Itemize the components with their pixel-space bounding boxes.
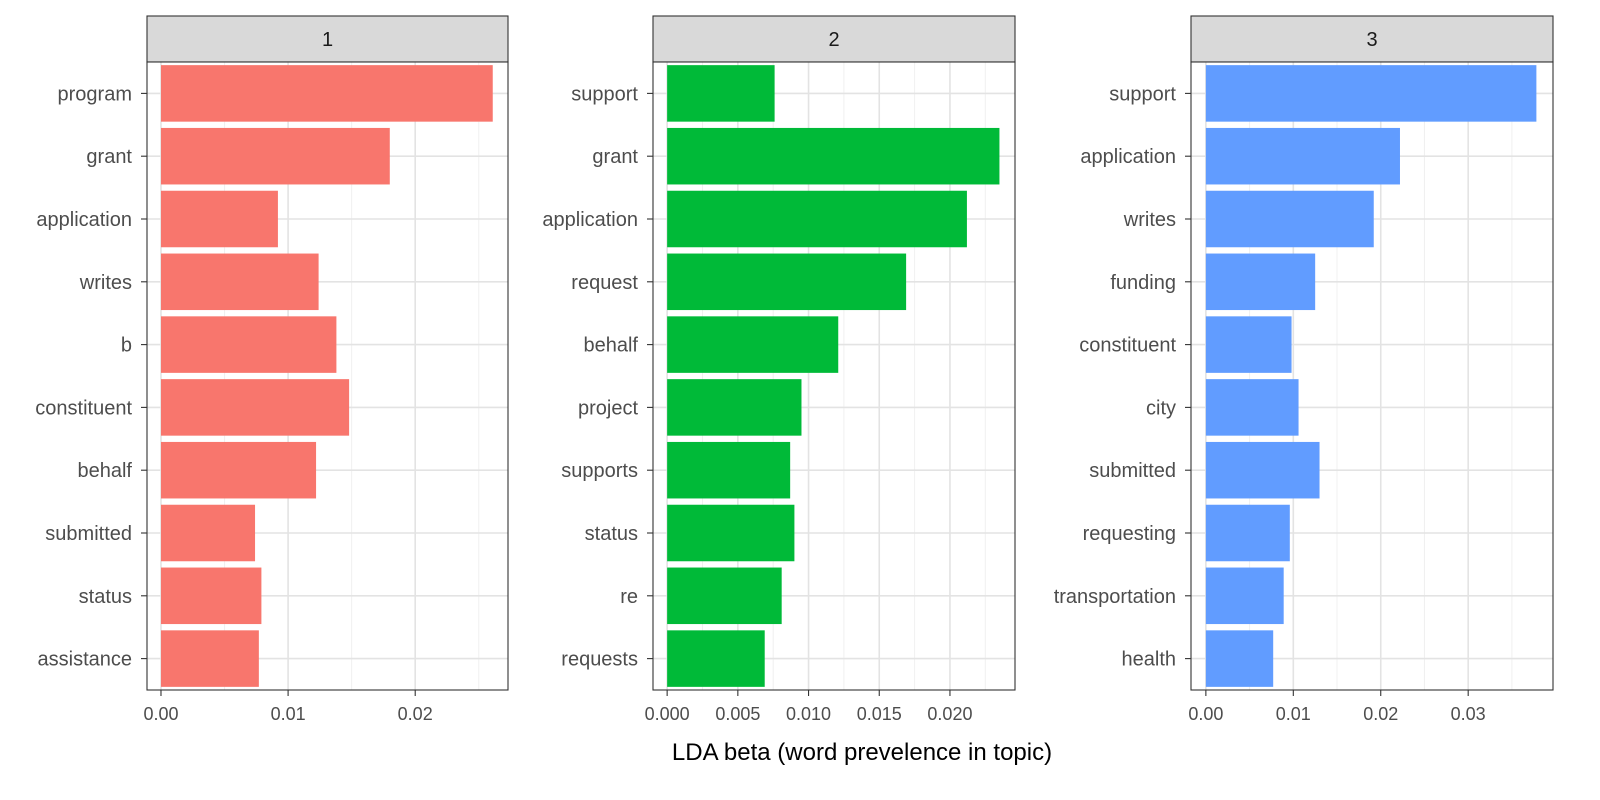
bar-grant [160, 127, 390, 185]
bar-application [160, 190, 278, 248]
category-label: submitted [45, 523, 132, 545]
bar-support [1205, 65, 1537, 122]
category-label: funding [1110, 272, 1176, 294]
bar-re [667, 567, 782, 625]
category-label: program [58, 83, 132, 105]
bar-request [667, 253, 907, 311]
category-label: writes [1123, 209, 1176, 231]
category-label: support [571, 83, 638, 105]
bar-requests [667, 630, 765, 687]
x-tick-label: 0.010 [786, 704, 831, 724]
category-label: health [1122, 649, 1177, 671]
x-tick-label: 0.02 [398, 704, 433, 724]
bar-program [160, 65, 493, 122]
category-label: city [1146, 397, 1176, 419]
category-label: application [542, 209, 638, 231]
category-label: writes [79, 272, 132, 294]
category-label: grant [592, 146, 638, 168]
category-label: request [571, 272, 638, 294]
category-label: behalf [78, 460, 133, 482]
bar-project [667, 379, 802, 436]
category-label: re [620, 586, 638, 608]
category-label: status [585, 523, 638, 545]
category-label: constituent [1079, 335, 1176, 357]
category-label: submitted [1089, 460, 1176, 482]
bar-constituent [160, 379, 350, 436]
panel-border [1190, 61, 1554, 691]
x-tick-label: 0.000 [645, 704, 690, 724]
x-tick-label: 0.00 [143, 704, 178, 724]
facet-panel-1: 1 program grant application writes b constitue… [35, 15, 509, 724]
facet-strip-label: 3 [1366, 29, 1377, 51]
facet-strip-label: 1 [322, 29, 333, 51]
bar-submitted [1205, 441, 1320, 499]
facet-strip-1 [146, 15, 509, 63]
bar-application [667, 190, 967, 248]
x-tick-label: 0.01 [1276, 704, 1311, 724]
x-tick-label: 0.015 [857, 704, 902, 724]
category-label: project [578, 397, 638, 419]
facet-panel-2: 2 support grant application request behalf pro… [542, 15, 1016, 724]
facet-strip-label: 2 [828, 29, 839, 51]
bar-writes [160, 253, 319, 311]
category-label: requesting [1083, 523, 1176, 545]
category-label: status [79, 586, 132, 608]
x-tick-label: 0.00 [1188, 704, 1223, 724]
facet-panels: 1 program grant application writes b constitue… [35, 15, 1554, 724]
bar-support [667, 65, 775, 122]
category-label: assistance [38, 649, 133, 671]
facet-strip-3 [1190, 15, 1554, 63]
x-tick-label: 0.005 [715, 704, 760, 724]
bar-health [1205, 630, 1274, 687]
bar-grant [667, 127, 1000, 185]
x-tick-label: 0.01 [271, 704, 306, 724]
x-tick-label: 0.02 [1363, 704, 1398, 724]
x-tick-label: 0.020 [927, 704, 972, 724]
category-label: b [121, 335, 132, 357]
panel-border [652, 61, 1016, 691]
x-axis-title: LDA beta (word prevelence in topic) [672, 739, 1052, 766]
bar-writes [1205, 190, 1374, 248]
bar-assistance [160, 630, 259, 687]
bar-b [160, 316, 337, 373]
category-label: application [36, 209, 132, 231]
category-label: supports [561, 460, 638, 482]
category-label: transportation [1054, 586, 1176, 608]
bar-submitted [160, 504, 256, 562]
bar-status [667, 504, 795, 562]
category-label: constituent [35, 397, 132, 419]
category-label: requests [561, 649, 638, 671]
panel-border [146, 61, 509, 691]
bar-requesting [1205, 504, 1290, 562]
x-tick-label: 0.03 [1451, 704, 1486, 724]
category-label: grant [86, 146, 132, 168]
bar-application [1205, 127, 1400, 185]
bar-behalf [160, 441, 317, 499]
bar-city [1205, 379, 1299, 436]
facet-strip-2 [652, 15, 1016, 63]
category-label: support [1109, 83, 1176, 105]
category-label: application [1080, 146, 1176, 168]
bar-funding [1205, 253, 1316, 311]
facet-panel-3: 3 support application writes funding constitu… [1054, 15, 1554, 724]
bar-behalf [667, 316, 839, 373]
bar-status [160, 567, 262, 625]
bar-constituent [1205, 316, 1292, 373]
category-label: behalf [584, 335, 639, 357]
bar-supports [667, 441, 791, 499]
bar-transportation [1205, 567, 1284, 625]
